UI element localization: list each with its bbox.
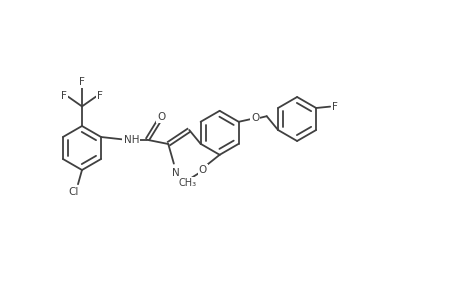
Text: O: O: [251, 113, 259, 123]
Text: F: F: [331, 102, 337, 112]
Text: O: O: [198, 165, 207, 175]
Text: N: N: [172, 168, 179, 178]
Text: F: F: [79, 77, 85, 87]
Text: NH: NH: [123, 135, 139, 145]
Text: Cl: Cl: [69, 187, 79, 197]
Text: F: F: [61, 91, 67, 100]
Text: CH₃: CH₃: [178, 178, 196, 188]
Text: O: O: [157, 112, 165, 122]
Text: F: F: [97, 91, 103, 100]
